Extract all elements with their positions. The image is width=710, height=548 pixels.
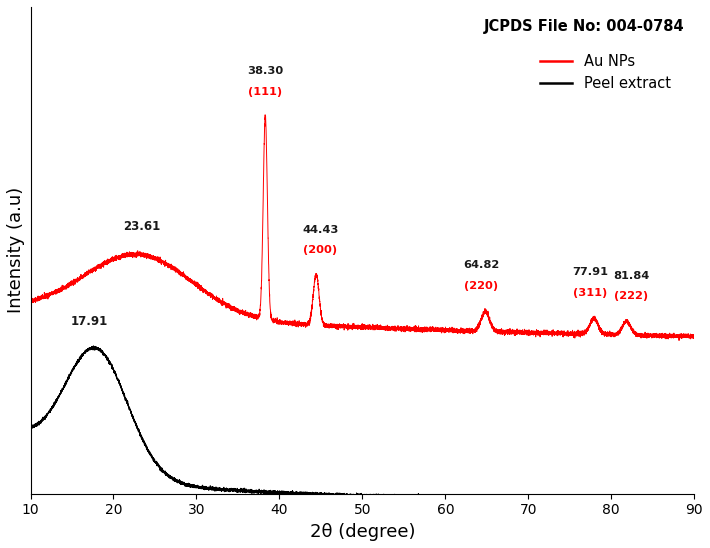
- Line: Peel extract: Peel extract: [31, 346, 694, 505]
- Peel extract: [156, 465, 165, 472]
- Text: 23.61: 23.61: [124, 220, 160, 232]
- Peel extract: [89, 342, 98, 349]
- Au NPs: [690, 332, 699, 339]
- Peel extract: [54, 395, 62, 401]
- Peel extract: [655, 499, 663, 506]
- Peel extract: [668, 501, 677, 508]
- Au NPs: [261, 111, 269, 118]
- Text: 38.30: 38.30: [247, 66, 283, 76]
- Peel extract: [66, 371, 75, 378]
- Text: 64.82: 64.82: [463, 260, 499, 270]
- Au NPs: [674, 337, 683, 344]
- Text: JCPDS File No: 004-0784: JCPDS File No: 004-0784: [484, 19, 684, 34]
- Au NPs: [655, 332, 663, 339]
- Au NPs: [66, 282, 75, 288]
- Text: 17.91: 17.91: [71, 315, 108, 328]
- Text: 81.84: 81.84: [613, 271, 649, 281]
- Text: (222): (222): [614, 292, 648, 301]
- Text: 44.43: 44.43: [302, 225, 339, 235]
- Text: (200): (200): [303, 246, 337, 255]
- Au NPs: [351, 323, 359, 329]
- Peel extract: [351, 493, 359, 499]
- Au NPs: [54, 287, 62, 294]
- Peel extract: [29, 423, 38, 429]
- Text: (111): (111): [248, 87, 282, 96]
- Legend: Au NPs, Peel extract: Au NPs, Peel extract: [535, 48, 677, 98]
- Au NPs: [26, 297, 35, 304]
- Peel extract: [690, 500, 699, 506]
- Text: (220): (220): [464, 281, 498, 290]
- Peel extract: [26, 424, 35, 431]
- Y-axis label: Intensity (a.u): Intensity (a.u): [7, 187, 25, 313]
- Au NPs: [156, 258, 165, 264]
- Text: (311): (311): [574, 288, 608, 298]
- Line: Au NPs: Au NPs: [31, 115, 694, 340]
- Au NPs: [29, 298, 38, 304]
- Text: 77.91: 77.91: [572, 267, 608, 277]
- X-axis label: 2θ (degree): 2θ (degree): [310, 523, 415, 541]
